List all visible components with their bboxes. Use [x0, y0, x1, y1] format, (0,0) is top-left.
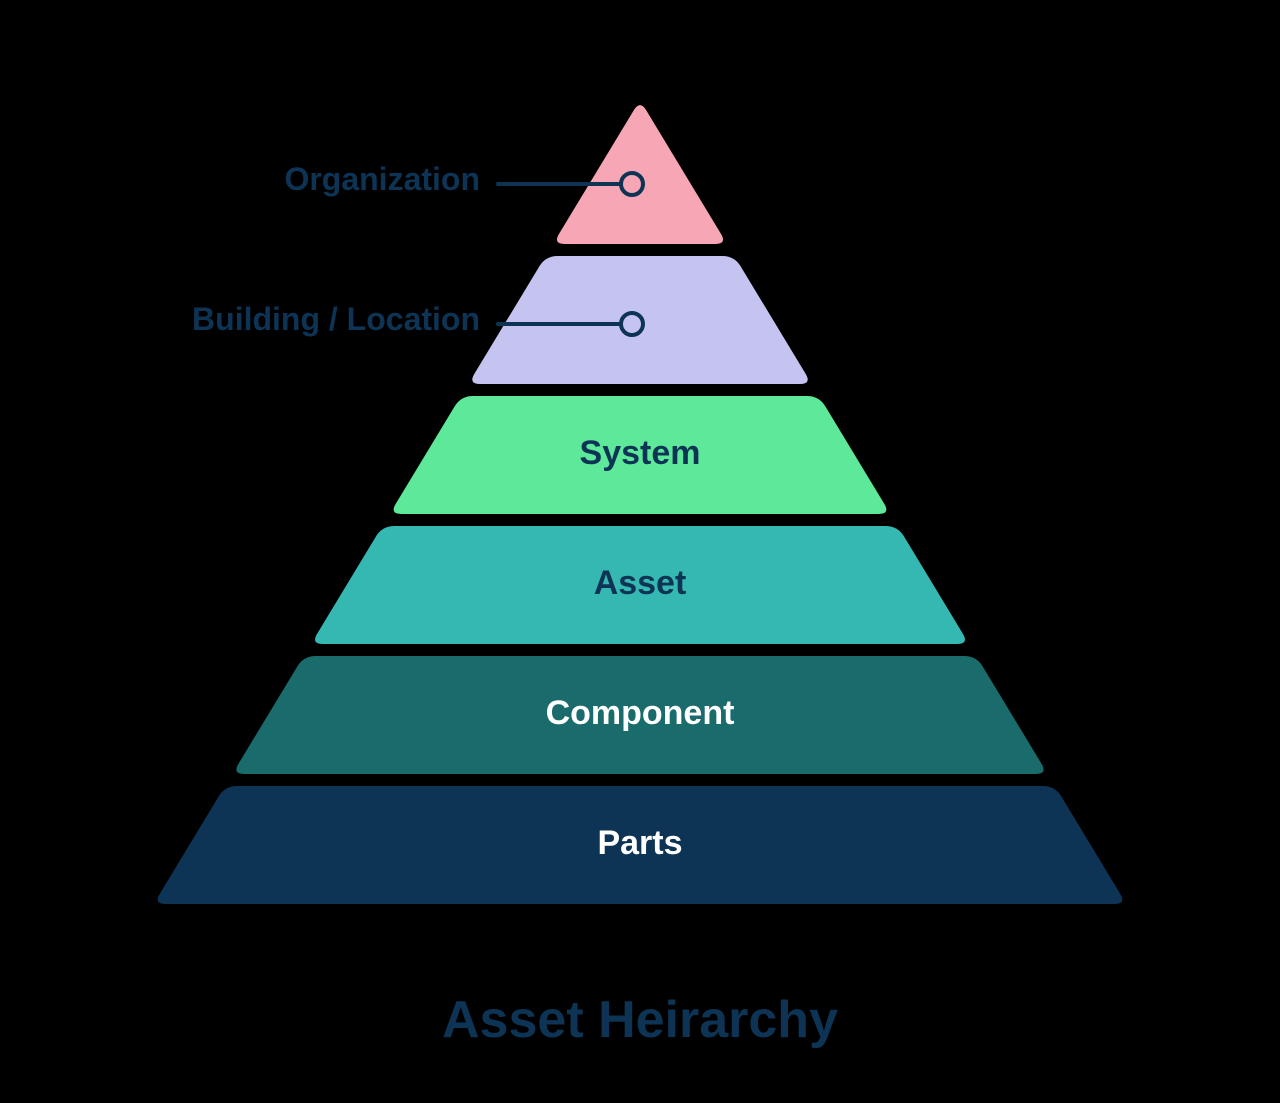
tier-label-parts: Parts	[0, 824, 1280, 863]
tier-label-system: System	[0, 434, 1280, 473]
diagram-title: Asset Heirarchy	[0, 990, 1280, 1050]
tier-label-asset: Asset	[0, 564, 1280, 603]
callout-label-organization: Organization	[0, 161, 480, 198]
callout-label-building-location: Building / Location	[0, 301, 480, 338]
pyramid-tier-building-location	[472, 256, 807, 384]
tier-label-component: Component	[0, 694, 1280, 733]
pyramid-diagram: Organization Building / Location System …	[0, 0, 1280, 1103]
